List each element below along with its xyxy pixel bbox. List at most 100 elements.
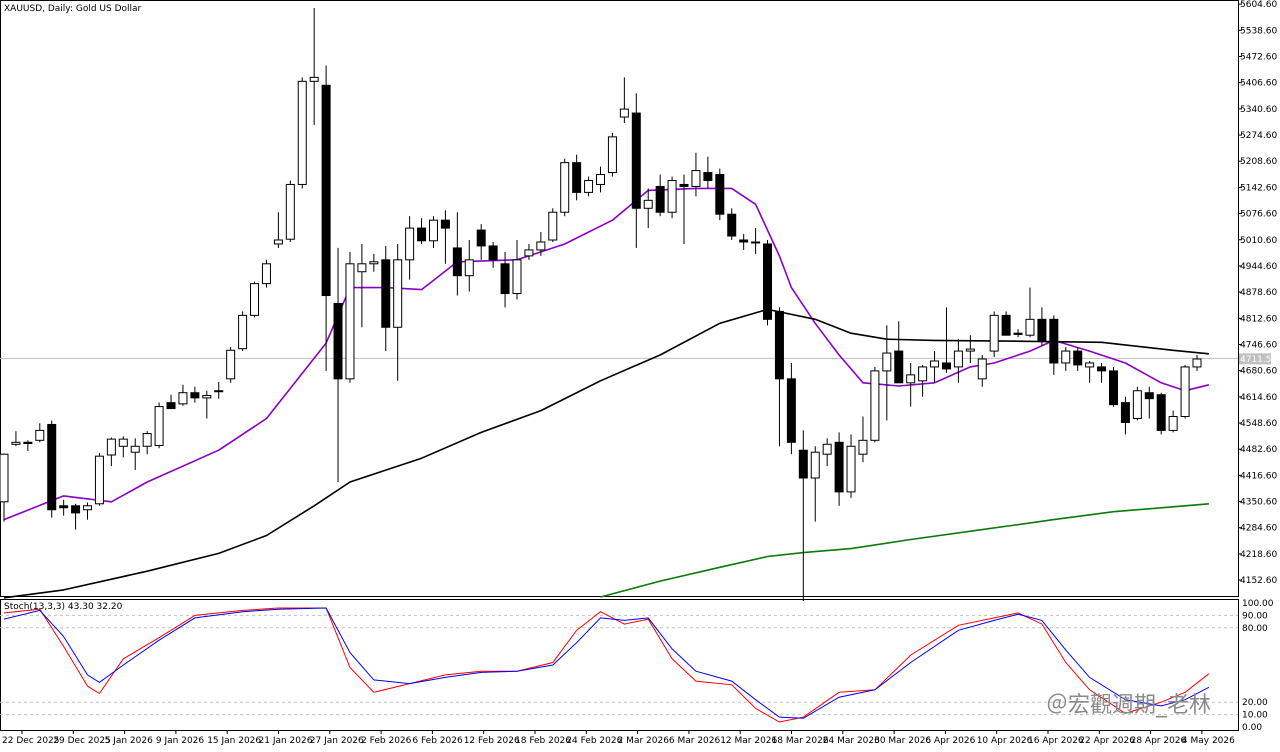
current-price-label: 4711.55	[1240, 355, 1277, 365]
candle	[59, 499, 69, 516]
candle	[428, 216, 438, 248]
price-tick-label: 4350.60	[1240, 498, 1277, 508]
candle-body-bull	[273, 239, 283, 245]
time-tick-label: 28 Apr 2026	[1131, 736, 1187, 746]
stoch-tick-label: 20.00	[1242, 698, 1268, 708]
time-tick-label: 9 Jan 2026	[156, 736, 204, 746]
candle	[679, 174, 689, 244]
candle	[703, 156, 713, 189]
candle-body-bull	[548, 211, 558, 241]
candle-body-bull	[464, 259, 474, 277]
candle-body-bull	[524, 249, 534, 257]
candle-body-bear	[1037, 318, 1047, 342]
candle	[1001, 311, 1011, 336]
candle	[1156, 392, 1166, 435]
candle	[715, 168, 725, 221]
candle-body-bull	[130, 445, 140, 453]
candle	[691, 152, 701, 197]
candle-body-bear	[727, 213, 737, 237]
candle-body-bull	[309, 76, 319, 82]
time-tick-label: 24 Mar 2026	[823, 736, 880, 746]
candle-body-bear	[1108, 370, 1118, 406]
candle	[83, 502, 93, 520]
stoch-signal-line	[3, 607, 1210, 719]
price-tick-label: 4482.60	[1240, 445, 1277, 455]
candle-body-bear	[1144, 392, 1154, 400]
candle	[786, 362, 796, 455]
candle	[357, 243, 367, 328]
candle	[798, 430, 808, 601]
candle-body-bull	[83, 505, 93, 511]
candle	[1025, 287, 1035, 338]
candle	[727, 208, 737, 240]
time-tick-label: 18 Mar 2026	[772, 736, 829, 746]
candle	[417, 218, 427, 244]
stoch-tick-label: 0.00	[1242, 723, 1262, 733]
chart-title: XAUUSD, Daily: Gold US Dollar	[4, 4, 142, 14]
candle-body-bull	[94, 455, 104, 505]
candle	[822, 438, 832, 467]
candle-body-bull	[154, 406, 164, 446]
candle-body-bear	[1120, 402, 1130, 423]
candle-body-bear	[786, 378, 796, 443]
candle-body-bull	[870, 370, 880, 441]
candle	[202, 390, 212, 419]
candle-body-bear	[333, 302, 343, 380]
candle	[1132, 386, 1142, 421]
candle-body-bull	[596, 174, 605, 185]
stochastic-label: Stoch(13,3,3) 43.30 32.20	[4, 602, 123, 612]
time-tick-label: 27 Jan 2026	[310, 736, 364, 746]
candle	[23, 440, 33, 452]
candle-body-bull	[846, 445, 856, 493]
price-tick-label: 5076.60	[1240, 210, 1277, 220]
candle-body-bull	[178, 392, 188, 405]
candle-body-bull	[226, 349, 236, 380]
candle	[285, 180, 295, 242]
price-tick-label: 4416.60	[1240, 471, 1277, 481]
candle	[941, 307, 951, 373]
price-tick-label: 5406.60	[1240, 79, 1277, 89]
candle	[35, 423, 45, 443]
stoch-tick-label: 100.00	[1242, 599, 1274, 609]
candle-body-bear	[715, 174, 725, 215]
price-tick-label: 4284.60	[1240, 524, 1277, 534]
candle	[130, 438, 140, 471]
candle	[1192, 355, 1202, 371]
candle	[560, 158, 570, 217]
candle	[810, 446, 820, 522]
candlestick-layer	[0, 7, 1202, 601]
price-tick-label: 5010.60	[1240, 236, 1277, 246]
candle-body-bull	[512, 259, 522, 295]
candle	[476, 224, 486, 260]
candle-body-bull	[619, 108, 629, 118]
candle	[500, 251, 510, 308]
stoch-tick-label: 90.00	[1242, 611, 1268, 621]
candle-body-bull	[297, 80, 307, 185]
candle-body-bull	[560, 162, 570, 213]
candle-body-bear	[1049, 318, 1059, 364]
stoch-tick-label: 80.00	[1242, 624, 1268, 634]
stoch-main-line	[3, 607, 1210, 723]
time-tick-label: 22 Apr 2026	[1079, 736, 1135, 746]
candle-body-bull	[1085, 362, 1095, 368]
candle	[273, 212, 283, 248]
candle-body-bear	[488, 245, 498, 261]
candle-body-bear	[23, 441, 33, 444]
candle-body-bull	[953, 350, 963, 368]
candle-body-bull	[142, 433, 152, 447]
time-tick-label: 10 Apr 2026	[977, 736, 1033, 746]
candle	[965, 335, 975, 363]
candle-body-bull	[1168, 416, 1178, 431]
candle-body-bear	[655, 185, 665, 213]
candle	[1061, 347, 1071, 371]
candle-body-bear	[440, 219, 450, 229]
price-tick-label: 5274.60	[1240, 131, 1277, 141]
price-tick-label: 4218.60	[1240, 550, 1277, 560]
price-tick-label: 4878.60	[1240, 288, 1277, 298]
candle	[488, 241, 498, 268]
candle	[1073, 347, 1083, 371]
candle-body-bull	[405, 227, 415, 261]
candle	[369, 253, 379, 272]
candle	[1049, 315, 1059, 375]
